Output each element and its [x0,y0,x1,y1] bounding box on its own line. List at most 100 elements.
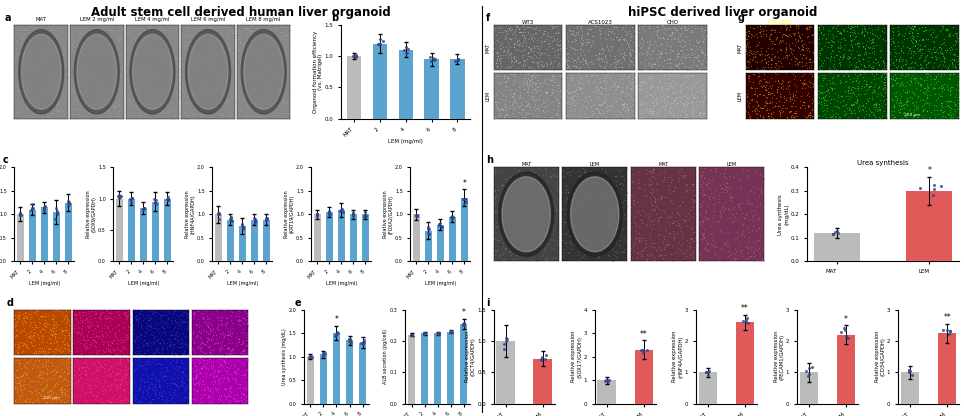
Point [254,74,269,80]
Point [763,97,778,104]
Point [915,37,930,43]
Point [818,88,834,94]
Point [683,72,699,79]
Point [137,89,152,95]
Point [740,102,756,109]
Point [583,44,599,51]
Point [598,96,613,102]
Point [870,67,885,73]
Point [672,98,687,105]
Point [497,104,513,111]
Point [893,72,908,79]
Point [509,23,524,30]
Point [616,37,631,43]
Point [855,107,870,114]
Point [495,29,510,36]
Point [115,26,130,32]
Point [125,386,141,393]
Point [825,231,841,238]
Point [209,82,225,89]
Point [575,41,590,48]
Point [752,250,767,257]
Point [511,212,526,219]
Point [80,324,95,330]
Point [218,332,233,338]
Point [89,63,104,70]
Point [502,233,518,240]
Point [553,47,569,54]
Point [209,373,225,380]
Point [844,108,859,115]
Point [758,93,773,100]
Point [919,88,934,95]
Point [166,380,181,386]
Point [593,54,608,61]
Point [235,338,251,344]
Point [566,184,581,191]
Point [536,77,551,84]
Point [500,233,516,239]
Point [27,381,42,388]
Point [796,52,812,58]
Point [92,379,107,386]
Point [173,352,188,358]
Point [102,338,118,345]
Point [564,95,579,102]
Point [151,57,167,64]
Point [816,95,831,102]
Point [77,104,93,111]
Point [510,42,525,49]
Point [678,73,693,80]
Point [600,213,615,220]
Point [666,235,682,241]
Point [871,60,887,67]
Point [569,23,584,30]
Point [41,335,57,342]
Point [147,325,163,332]
Point [186,60,201,67]
Point [681,24,696,31]
Point [649,23,664,30]
Point [632,106,648,113]
Point [254,86,269,93]
Point [619,101,634,107]
Point [826,96,842,102]
Point [529,211,545,218]
Point [77,366,93,373]
Point [7,54,22,61]
Point [674,36,689,43]
Point [631,86,647,92]
Point [66,328,81,335]
Point [178,39,194,45]
Point [699,64,714,70]
Point [940,82,955,88]
Point [575,244,590,251]
Point [85,359,100,365]
Point [58,88,73,94]
Point [133,324,148,331]
Point [227,369,242,375]
Point [7,358,22,365]
Point [496,188,512,195]
Point [122,322,138,328]
Point [138,37,153,44]
Point [225,331,240,337]
Point [755,256,770,263]
Point [916,84,931,91]
Point [559,201,575,208]
Point [905,26,921,32]
Point [29,386,44,393]
Point [677,107,692,114]
Point [78,31,94,38]
Point [278,48,293,54]
Point [527,101,543,107]
Point [37,202,52,209]
Point [175,318,191,324]
Point [41,340,57,347]
Point [26,342,41,349]
Point [216,329,231,335]
Point [832,29,847,35]
Point [506,98,522,104]
Point [110,52,125,59]
Point [769,88,785,95]
